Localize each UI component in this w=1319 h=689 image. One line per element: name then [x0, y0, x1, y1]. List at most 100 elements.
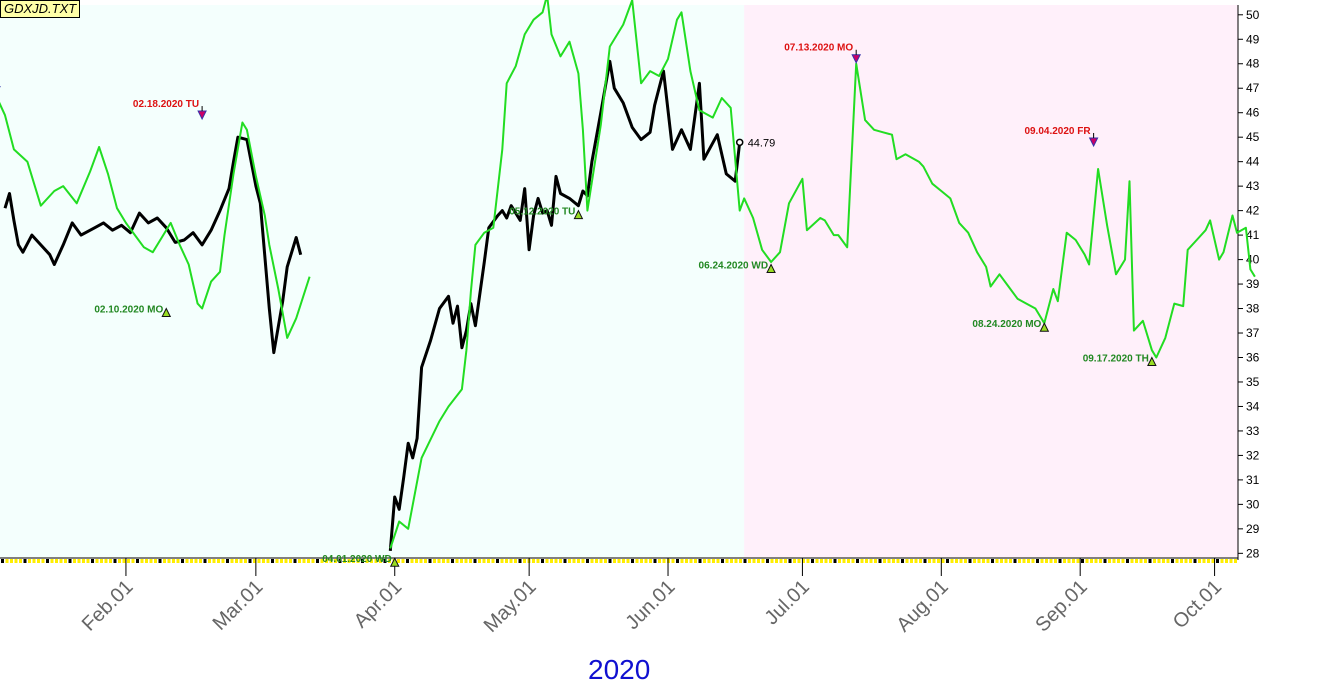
x-ruler-mark: [541, 559, 544, 563]
x-ruler-mark: [352, 559, 355, 563]
x-ruler-mark: [50, 559, 54, 563]
x-tick-label: Apr.01: [350, 576, 406, 632]
x-ruler-mark: [500, 559, 504, 563]
x-ruler-mark: [374, 559, 378, 563]
x-ruler-mark: [995, 559, 999, 563]
x-ruler-mark: [568, 559, 571, 563]
x-ruler-mark: [833, 559, 837, 563]
x-ruler-mark: [545, 559, 549, 563]
x-axis-label: 2020: [588, 654, 651, 685]
x-ruler-mark: [1130, 559, 1134, 563]
x-ruler-mark: [599, 559, 603, 563]
x-ruler-mark: [577, 559, 580, 563]
x-ruler-mark: [46, 559, 49, 563]
x-ruler-mark: [1018, 559, 1021, 563]
trough-marker: [161, 307, 172, 318]
x-ruler-mark: [118, 559, 121, 563]
y-tick-label: 38: [1246, 302, 1260, 316]
y-tick-label: 39: [1246, 277, 1260, 291]
x-ruler-mark: [689, 559, 693, 563]
x-ruler-mark: [1121, 559, 1125, 563]
x-ruler-mark: [532, 559, 535, 563]
x-tick-label: Jul.01: [761, 576, 814, 629]
x-ruler-mark: [1171, 559, 1174, 563]
x-ruler-mark: [491, 559, 495, 563]
x-ruler-mark: [343, 559, 346, 563]
x-ruler-mark: [928, 559, 931, 563]
x-ruler-mark: [172, 559, 175, 563]
x-ruler-mark: [649, 559, 652, 563]
y-tick-label: 33: [1246, 424, 1260, 438]
x-ruler-mark: [1189, 559, 1192, 563]
x-ruler-mark: [1126, 559, 1129, 563]
x-ruler-mark: [370, 559, 373, 563]
x-ruler-mark: [1004, 559, 1008, 563]
x-ruler-mark: [32, 559, 36, 563]
x-ruler-mark: [703, 559, 706, 563]
x-ruler-mark: [968, 559, 972, 563]
x-ruler-mark: [145, 559, 148, 563]
trough-label: 02.10.2020 MO: [94, 305, 163, 316]
x-ruler-mark: [68, 559, 72, 563]
x-ruler-mark: [955, 559, 958, 563]
x-ruler-mark: [973, 559, 976, 563]
x-ruler-mark: [100, 559, 103, 563]
x-ruler-mark: [878, 559, 882, 563]
trough-marker: [573, 209, 584, 220]
x-ruler-mark: [820, 559, 823, 563]
x-ruler-mark: [1049, 559, 1053, 563]
x-ruler-mark: [1117, 559, 1120, 563]
x-ruler-mark: [455, 559, 459, 563]
x-ruler-mark: [415, 559, 418, 563]
trough-marker: [389, 557, 400, 567]
x-ruler-mark: [59, 559, 63, 563]
x-ruler-mark: [460, 559, 463, 563]
x-ruler-mark: [505, 559, 508, 563]
x-ruler-mark: [829, 559, 832, 563]
y-tick-label: 28: [1246, 546, 1260, 560]
x-ruler-mark: [226, 559, 229, 563]
x-ruler-mark: [824, 559, 828, 563]
x-ruler-mark: [698, 559, 702, 563]
x-ruler-mark: [865, 559, 868, 563]
x-ruler-mark: [608, 559, 612, 563]
x-ruler-mark: [802, 559, 805, 563]
x-ruler-mark: [923, 559, 927, 563]
x-ruler-mark: [617, 559, 621, 563]
x-ruler-mark: [716, 559, 720, 563]
x-ruler-mark: [109, 559, 112, 563]
x-ruler-mark: [203, 559, 207, 563]
x-ruler-mark: [1099, 559, 1102, 563]
x-ruler-mark: [1063, 559, 1066, 563]
x-ruler-mark: [676, 559, 679, 563]
x-ruler-mark: [550, 559, 553, 563]
x-ruler-mark: [1153, 559, 1156, 563]
x-ruler-mark: [131, 559, 135, 563]
trough-marker: [1039, 322, 1050, 332]
x-ruler-mark: [329, 559, 333, 563]
x-tick-label: Mar.01: [209, 576, 268, 635]
x-ruler-mark: [766, 559, 769, 563]
x-ruler-mark: [28, 559, 31, 563]
x-ruler-mark: [451, 559, 454, 563]
x-ruler-mark: [163, 559, 166, 563]
x-ruler-mark: [1076, 559, 1080, 563]
x-ruler-mark: [1094, 559, 1098, 563]
x-ruler-mark: [149, 559, 153, 563]
peak-label: 07.13.2020 MO: [784, 43, 853, 54]
x-ruler-mark: [397, 559, 400, 563]
x-ruler-mark: [212, 559, 216, 563]
x-ruler-mark: [176, 559, 180, 563]
x-ruler-mark: [298, 559, 301, 563]
y-tick-label: 46: [1246, 106, 1260, 120]
x-ruler-mark: [73, 559, 76, 563]
x-ruler-mark: [122, 559, 126, 563]
trough-label: 06.24.2020 WD: [699, 260, 769, 271]
x-ruler-mark: [14, 559, 18, 563]
x-ruler-mark: [685, 559, 688, 563]
x-ruler-mark: [604, 559, 607, 563]
x-ruler-mark: [185, 559, 189, 563]
price-line-green: [0, 101, 311, 339]
x-ruler-mark: [82, 559, 85, 563]
x-ruler-mark: [289, 559, 292, 563]
